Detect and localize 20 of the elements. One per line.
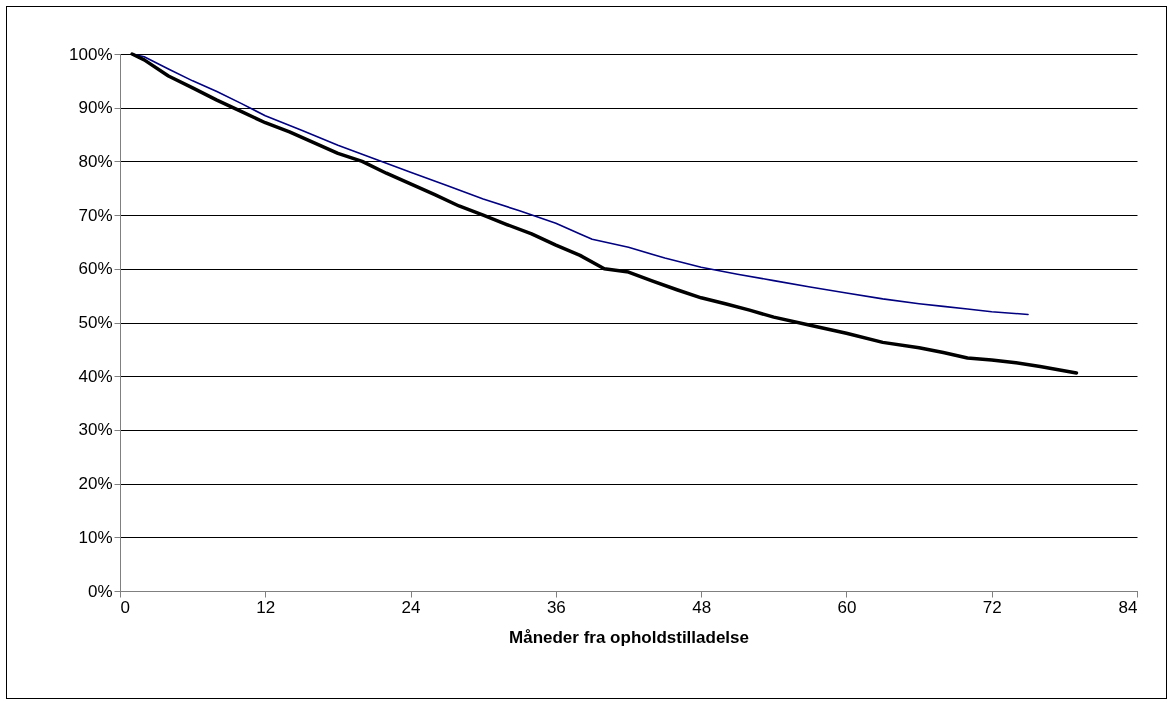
x-tick-label: 0 [120,597,130,617]
y-tick-label: 100% [69,44,113,64]
y-tick-label: 50% [78,313,113,332]
x-tick-label: 24 [401,597,421,617]
x-tick-label: 36 [546,597,566,617]
y-tick-label: 0% [87,581,113,601]
x-tick-label: 12 [256,597,276,617]
x-tick-label: 72 [982,597,1002,617]
x-axis-title: Måneder fra opholdstilladelse [509,627,749,647]
x-tick-label: 84 [1118,597,1138,617]
y-tick-label: 10% [78,527,113,547]
y-tick-label: 20% [78,474,113,494]
y-tick-label: 80% [78,151,113,171]
y-tick-label: 40% [78,366,113,386]
y-tick-label: 60% [78,259,113,279]
x-tick-label: 60 [837,597,857,617]
y-tick-label: 70% [78,205,113,225]
x-tick-label: 48 [692,597,712,617]
y-tick-label: 30% [78,420,113,440]
y-tick-label: 90% [78,98,113,118]
